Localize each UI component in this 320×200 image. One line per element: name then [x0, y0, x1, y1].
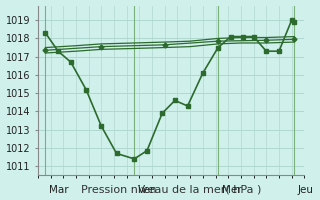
X-axis label: Pression niveau de la mer( hPa ): Pression niveau de la mer( hPa )	[81, 184, 261, 194]
Text: Ven: Ven	[138, 185, 157, 195]
Text: Mer: Mer	[222, 185, 242, 195]
Text: Jeu: Jeu	[298, 185, 314, 195]
Text: Mar: Mar	[49, 185, 69, 195]
